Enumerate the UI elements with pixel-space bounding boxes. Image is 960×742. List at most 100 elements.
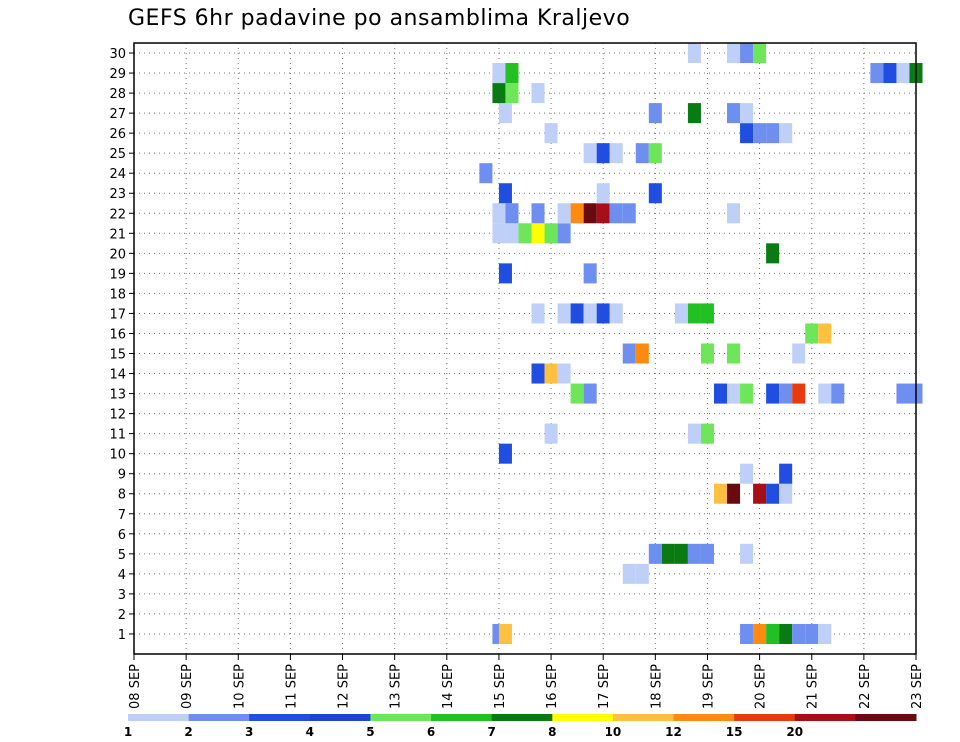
heatmap-cell bbox=[648, 543, 662, 564]
heatmap-cell bbox=[687, 303, 701, 324]
heatmap-cell bbox=[596, 203, 610, 224]
heatmap-cell bbox=[753, 623, 767, 644]
heatmap-cell bbox=[505, 223, 519, 244]
heatmap-cell bbox=[779, 623, 793, 644]
heatmap-cell bbox=[596, 143, 610, 164]
y-tick-label: 27 bbox=[109, 107, 126, 122]
colorbar-label: 7 bbox=[488, 725, 496, 739]
y-tick-label: 9 bbox=[118, 468, 126, 483]
heatmap-cell bbox=[779, 463, 793, 484]
heatmap-cell bbox=[583, 263, 597, 284]
heatmap-cell bbox=[805, 323, 819, 344]
heatmap-cell bbox=[498, 443, 512, 464]
heatmap-cell bbox=[779, 483, 793, 504]
x-tick-label: 11 SEP bbox=[284, 664, 299, 709]
heatmap-cell bbox=[870, 63, 884, 84]
heatmap-cell bbox=[818, 323, 832, 344]
y-tick-label: 4 bbox=[118, 568, 126, 583]
heatmap-cell bbox=[622, 203, 636, 224]
heatmap-cell bbox=[740, 383, 754, 404]
y-tick-label: 18 bbox=[109, 287, 126, 302]
colorbar-label: 20 bbox=[786, 725, 803, 739]
heatmap-cell bbox=[505, 63, 519, 84]
heatmap-cell bbox=[753, 43, 767, 64]
y-tick-label: 25 bbox=[109, 147, 126, 162]
colorbar-label: 5 bbox=[366, 725, 374, 739]
heatmap-cell bbox=[792, 383, 806, 404]
colorbar-segment bbox=[491, 714, 553, 721]
y-tick-label: 14 bbox=[109, 368, 126, 383]
heatmap-cell bbox=[531, 363, 545, 384]
y-tick-label: 1 bbox=[118, 628, 126, 643]
heatmap-cell bbox=[727, 203, 741, 224]
y-tick-label: 5 bbox=[118, 548, 126, 563]
heatmap-cell bbox=[687, 423, 701, 444]
heatmap-cell bbox=[531, 303, 545, 324]
y-tick-label: 26 bbox=[109, 127, 126, 142]
heatmap-cell bbox=[498, 103, 512, 124]
colorbar-label: 12 bbox=[665, 725, 682, 739]
heatmap-cell bbox=[498, 183, 512, 204]
y-tick-label: 24 bbox=[109, 167, 126, 182]
x-tick-label: 08 SEP bbox=[128, 664, 143, 709]
heatmap-cell bbox=[727, 103, 741, 124]
heatmap-cell bbox=[727, 43, 741, 64]
heatmap-cell bbox=[805, 623, 819, 644]
heatmap-cell bbox=[570, 303, 584, 324]
colorbar-label: 6 bbox=[427, 725, 435, 739]
heatmap-cell bbox=[727, 383, 741, 404]
y-tick-label: 23 bbox=[109, 187, 126, 202]
heatmap-cell bbox=[498, 623, 512, 644]
y-tick-label: 7 bbox=[118, 508, 126, 523]
y-tick-label: 8 bbox=[118, 488, 126, 503]
colorbar-segment bbox=[128, 714, 190, 721]
heatmap-cell bbox=[740, 543, 754, 564]
heatmap-cell bbox=[753, 123, 767, 144]
heatmap-cell bbox=[648, 103, 662, 124]
heatmap-cell bbox=[518, 223, 532, 244]
heatmap-cell bbox=[792, 343, 806, 364]
heatmap-cell bbox=[609, 203, 623, 224]
heatmap-cell bbox=[779, 123, 793, 144]
y-tick-label: 16 bbox=[109, 327, 126, 342]
x-tick-label: 09 SEP bbox=[180, 664, 195, 709]
x-tick-label: 10 SEP bbox=[232, 664, 247, 709]
heatmap-cell bbox=[622, 563, 636, 584]
colorbar-segment bbox=[370, 714, 432, 721]
heatmap-cell bbox=[818, 623, 832, 644]
colorbar-label: 1 bbox=[124, 725, 132, 739]
x-tick-label: 16 SEP bbox=[545, 664, 560, 709]
y-tick-label: 21 bbox=[109, 227, 126, 242]
heatmap-cell bbox=[583, 303, 597, 324]
heatmap-cell bbox=[609, 143, 623, 164]
heatmap-cell bbox=[831, 383, 845, 404]
heatmap-cell bbox=[779, 383, 793, 404]
heatmap-cell bbox=[818, 383, 832, 404]
colorbar-label: 10 bbox=[605, 725, 622, 739]
heatmap-cell bbox=[531, 83, 545, 104]
heatmap-cell bbox=[609, 303, 623, 324]
heatmap-cell bbox=[740, 43, 754, 64]
y-tick-label: 12 bbox=[109, 408, 126, 423]
x-tick-label: 23 SEP bbox=[910, 664, 925, 709]
heatmap-cell bbox=[583, 143, 597, 164]
heatmap-cell bbox=[661, 543, 675, 564]
heatmap-cell bbox=[740, 103, 754, 124]
plot-frame bbox=[133, 42, 917, 655]
heatmap-cell bbox=[531, 223, 545, 244]
heatmap-cell bbox=[687, 103, 701, 124]
y-tick-label: 28 bbox=[109, 87, 126, 102]
colorbar-segment bbox=[734, 714, 796, 721]
heatmap-cell bbox=[557, 203, 571, 224]
heatmap-cell bbox=[570, 383, 584, 404]
colorbar-segment bbox=[188, 714, 250, 721]
colorbar-segment bbox=[612, 714, 675, 721]
heatmap-cell bbox=[883, 63, 897, 84]
heatmap-cell bbox=[766, 483, 780, 504]
y-tick-label: 19 bbox=[109, 267, 126, 282]
heatmap-cell bbox=[544, 423, 558, 444]
colorbar-label: 2 bbox=[184, 725, 192, 739]
x-tick-label: 21 SEP bbox=[806, 664, 821, 709]
heatmap-cell bbox=[479, 163, 493, 184]
